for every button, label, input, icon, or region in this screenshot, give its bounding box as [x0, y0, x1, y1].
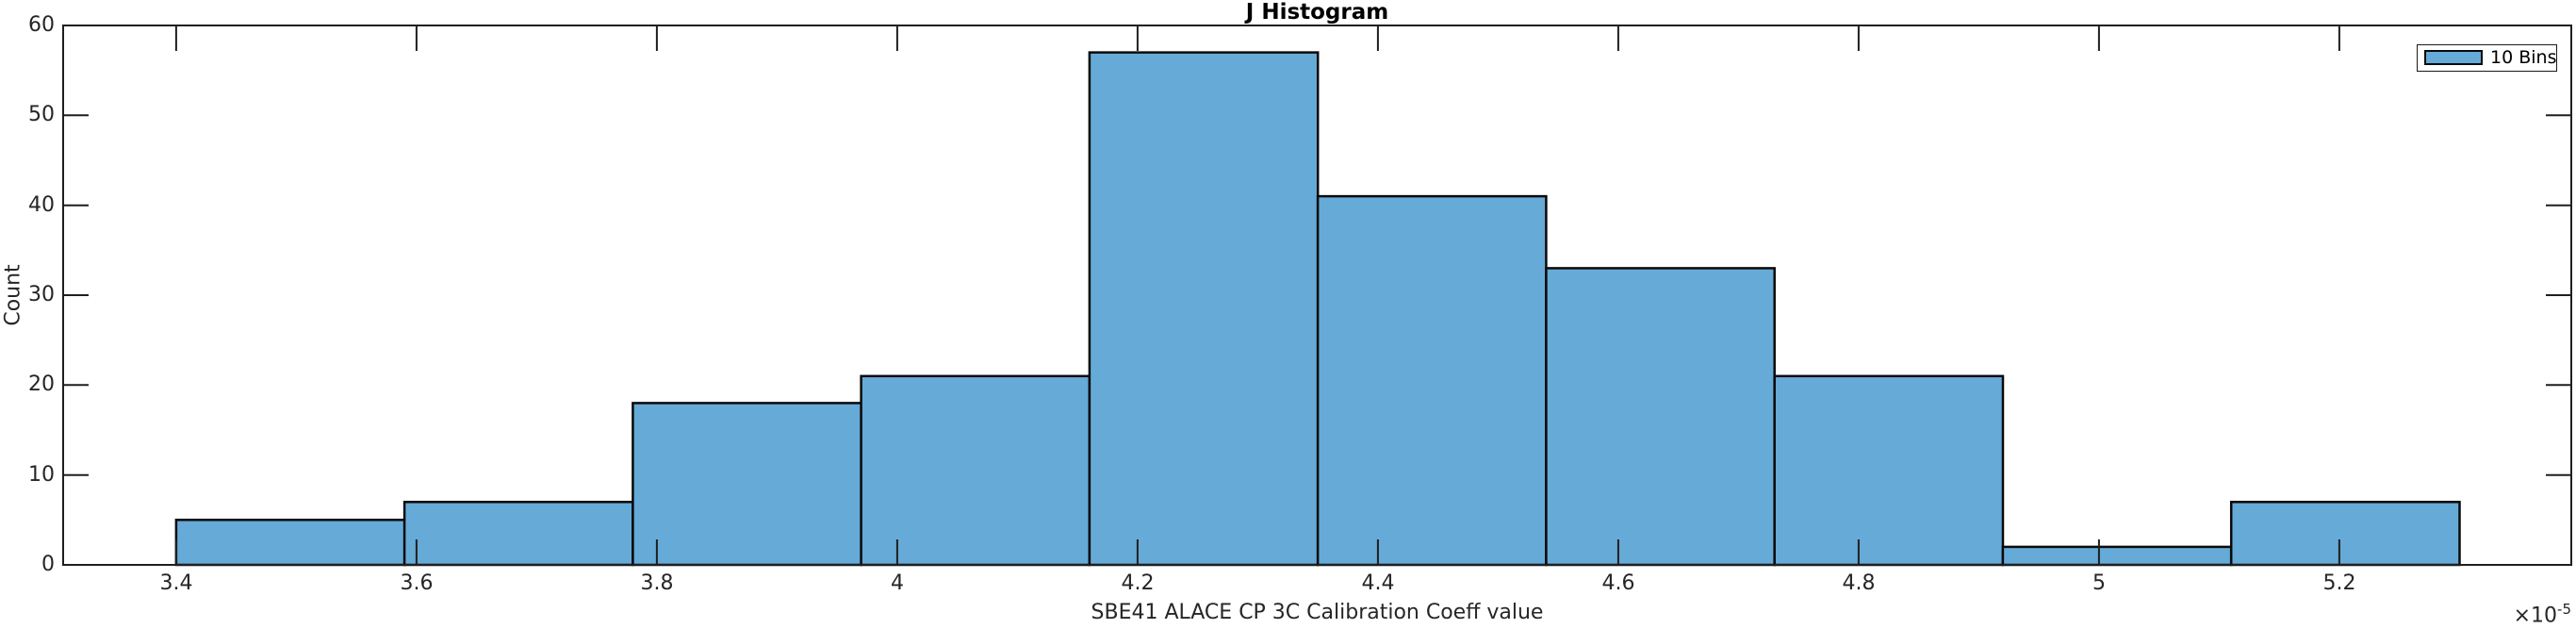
y-tick-label: 20	[28, 372, 55, 396]
x-tick-label: 5.2	[2322, 571, 2356, 595]
histogram-bar	[1545, 267, 1776, 567]
x-tick-label: 5	[2092, 571, 2106, 595]
x-tick-label: 4.2	[1121, 571, 1155, 595]
x-axis-offset-text: ×10-5	[2514, 597, 2571, 628]
y-tick-label: 0	[41, 553, 55, 576]
offset-base: ×10	[2513, 604, 2558, 628]
y-tick-label: 50	[28, 103, 55, 126]
x-axis-label: SBE41 ALACE CP 3C Calibration Coeff valu…	[1091, 601, 1544, 624]
x-tick-label: 4.8	[1842, 571, 1876, 595]
x-tick-label: 3.4	[159, 571, 193, 595]
histogram-bar	[860, 374, 1091, 567]
histogram-bar	[2001, 545, 2233, 567]
histogram-bar	[402, 501, 634, 567]
histogram-bar	[1316, 194, 1548, 567]
x-tick-label: 3.8	[640, 571, 674, 595]
legend: 10 Bins	[2417, 44, 2557, 72]
histogram-bar	[2229, 501, 2461, 567]
x-tick-label: 4	[891, 571, 904, 595]
axes-box	[62, 25, 2572, 566]
x-tick-label: 3.6	[400, 571, 434, 595]
histogram-bar	[1088, 51, 1320, 567]
histogram-bar	[632, 402, 862, 567]
chart-title: J Histogram	[1245, 0, 1389, 25]
x-tick-label: 4.6	[1601, 571, 1635, 595]
x-tick-label: 4.4	[1361, 571, 1395, 595]
offset-exponent: -5	[2557, 601, 2571, 618]
legend-swatch-icon	[2424, 50, 2483, 65]
histogram-bar	[174, 519, 406, 567]
y-tick-label: 10	[28, 463, 55, 487]
legend-label: 10 Bins	[2490, 47, 2557, 68]
y-tick-label: 60	[28, 13, 55, 37]
y-tick-label: 30	[28, 283, 55, 306]
y-tick-label: 40	[28, 193, 55, 217]
histogram-bar	[1773, 374, 2005, 567]
